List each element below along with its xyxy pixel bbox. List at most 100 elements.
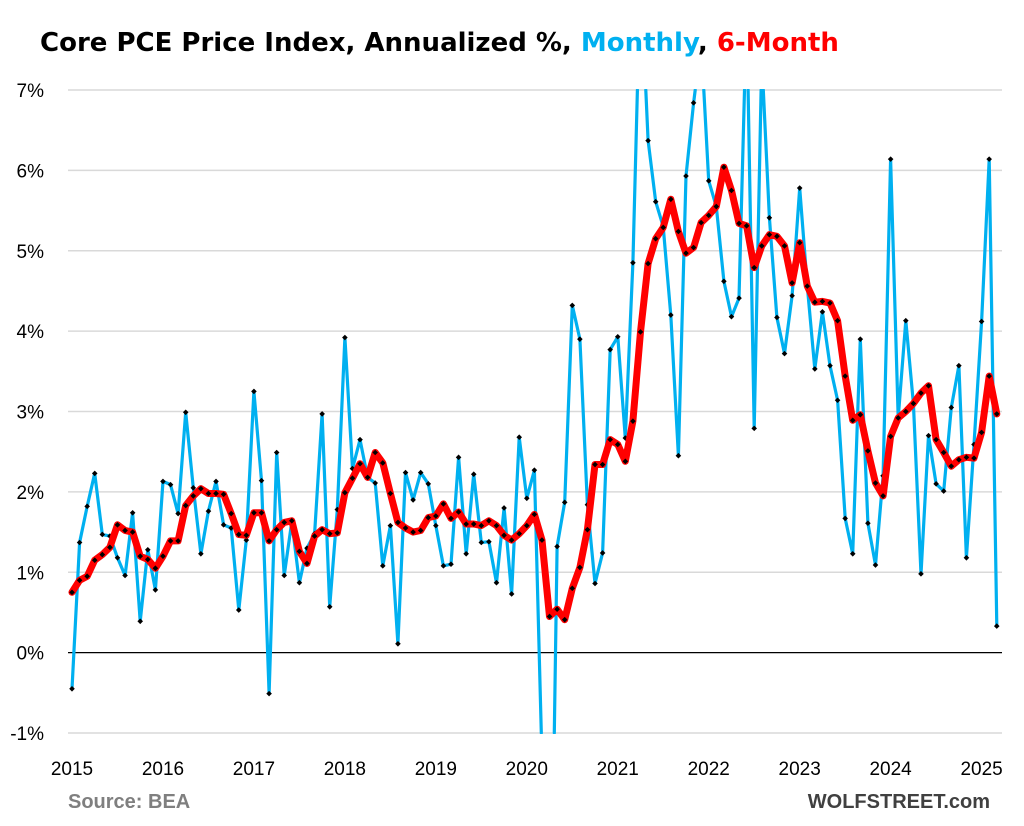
- x-axis-ticks: 2015 2016 2017 2018 2019 2020 2021 2022 2023 2024…: [51, 759, 1003, 780]
- data-point: [766, 231, 773, 238]
- data-point: [630, 418, 636, 424]
- y-tick-label: 4%: [17, 322, 45, 343]
- data-point: [736, 295, 742, 301]
- y-tick-label: 6%: [17, 161, 45, 182]
- data-point: [440, 501, 447, 507]
- data-point: [668, 196, 674, 203]
- data-point: [940, 488, 947, 494]
- data-point: [273, 449, 280, 456]
- data-point: [349, 465, 356, 472]
- data-point: [501, 532, 507, 539]
- chart-title: Core PCE Price Index, Annualized %, Mont…: [40, 28, 839, 58]
- data-point: [516, 434, 523, 441]
- data-point: [258, 509, 265, 516]
- data-point: [705, 212, 712, 219]
- data-point: [319, 411, 325, 417]
- data-point: [76, 577, 83, 584]
- data-point: [887, 156, 894, 162]
- data-point: [99, 551, 106, 558]
- data-point: [349, 475, 356, 482]
- data-point: [652, 235, 659, 242]
- x-tick-label: 2024: [869, 759, 912, 780]
- data-point: [508, 537, 515, 543]
- data-point: [531, 511, 538, 518]
- data-point: [819, 298, 826, 305]
- data-point: [880, 493, 886, 499]
- data-point: [122, 572, 128, 579]
- data-point: [107, 544, 113, 551]
- data-point: [304, 560, 310, 567]
- data-point: [895, 415, 902, 421]
- y-tick-label: 5%: [17, 242, 45, 263]
- data-point: [243, 537, 250, 543]
- data-point: [213, 490, 219, 497]
- data-point: [849, 550, 856, 557]
- data-point: [190, 493, 197, 499]
- data-point: [743, 223, 750, 229]
- data-point: [266, 538, 272, 544]
- data-point: [478, 539, 485, 546]
- data-point: [812, 366, 818, 372]
- y-tick-label: 7%: [17, 81, 45, 102]
- data-point: [235, 531, 242, 538]
- data-point: [675, 228, 682, 235]
- data-point: [395, 640, 401, 647]
- data-point: [865, 448, 871, 454]
- data-point: [440, 563, 447, 569]
- data-point: [448, 515, 454, 522]
- data-point: [387, 490, 394, 497]
- data-point: [539, 537, 545, 543]
- data-point: [918, 571, 924, 577]
- data-point: [281, 572, 288, 579]
- data-point: [577, 336, 583, 342]
- x-tick-label: 2022: [688, 759, 730, 780]
- data-point: [986, 156, 992, 162]
- data-point: [258, 477, 265, 484]
- data-point: [213, 478, 219, 485]
- data-point: [865, 520, 871, 527]
- data-point: [228, 510, 234, 517]
- data-point: [145, 546, 151, 553]
- data-point: [918, 390, 924, 396]
- brand-label: WOLFSTREET.com: [808, 791, 990, 813]
- x-tick-label: 2025: [960, 759, 1002, 780]
- data-point: [887, 433, 894, 440]
- data-point: [531, 467, 538, 473]
- data-point: [561, 499, 568, 506]
- data-point: [205, 508, 212, 514]
- data-point: [956, 456, 962, 463]
- data-point: [872, 480, 879, 486]
- data-point: [342, 334, 348, 341]
- data-point: [493, 579, 500, 586]
- data-point: [99, 531, 106, 538]
- data-point: [842, 373, 848, 379]
- data-point: [372, 480, 378, 486]
- data-point: [993, 411, 1000, 417]
- data-point: [516, 530, 523, 537]
- data-point: [334, 506, 341, 513]
- data-point: [410, 529, 416, 535]
- data-point: [956, 362, 962, 369]
- data-point: [925, 382, 932, 389]
- data-point: [751, 264, 757, 271]
- data-point: [584, 526, 591, 533]
- data-point: [167, 481, 174, 488]
- data-point: [690, 244, 697, 251]
- data-point: [721, 164, 727, 170]
- data-point: [903, 317, 909, 324]
- data-point: [607, 436, 613, 443]
- data-point: [463, 521, 469, 527]
- data-point: [774, 314, 780, 321]
- data-point: [599, 550, 606, 556]
- data-point: [470, 521, 477, 527]
- data-point: [872, 562, 879, 568]
- x-tick-label: 2018: [324, 759, 366, 780]
- data-point: [152, 565, 159, 572]
- data-point: [402, 469, 409, 476]
- data-point: [751, 425, 757, 432]
- data-point: [630, 260, 636, 266]
- data-point: [91, 470, 98, 477]
- data-point: [736, 220, 742, 227]
- y-tick-label: 0%: [17, 644, 45, 665]
- data-point: [857, 411, 864, 418]
